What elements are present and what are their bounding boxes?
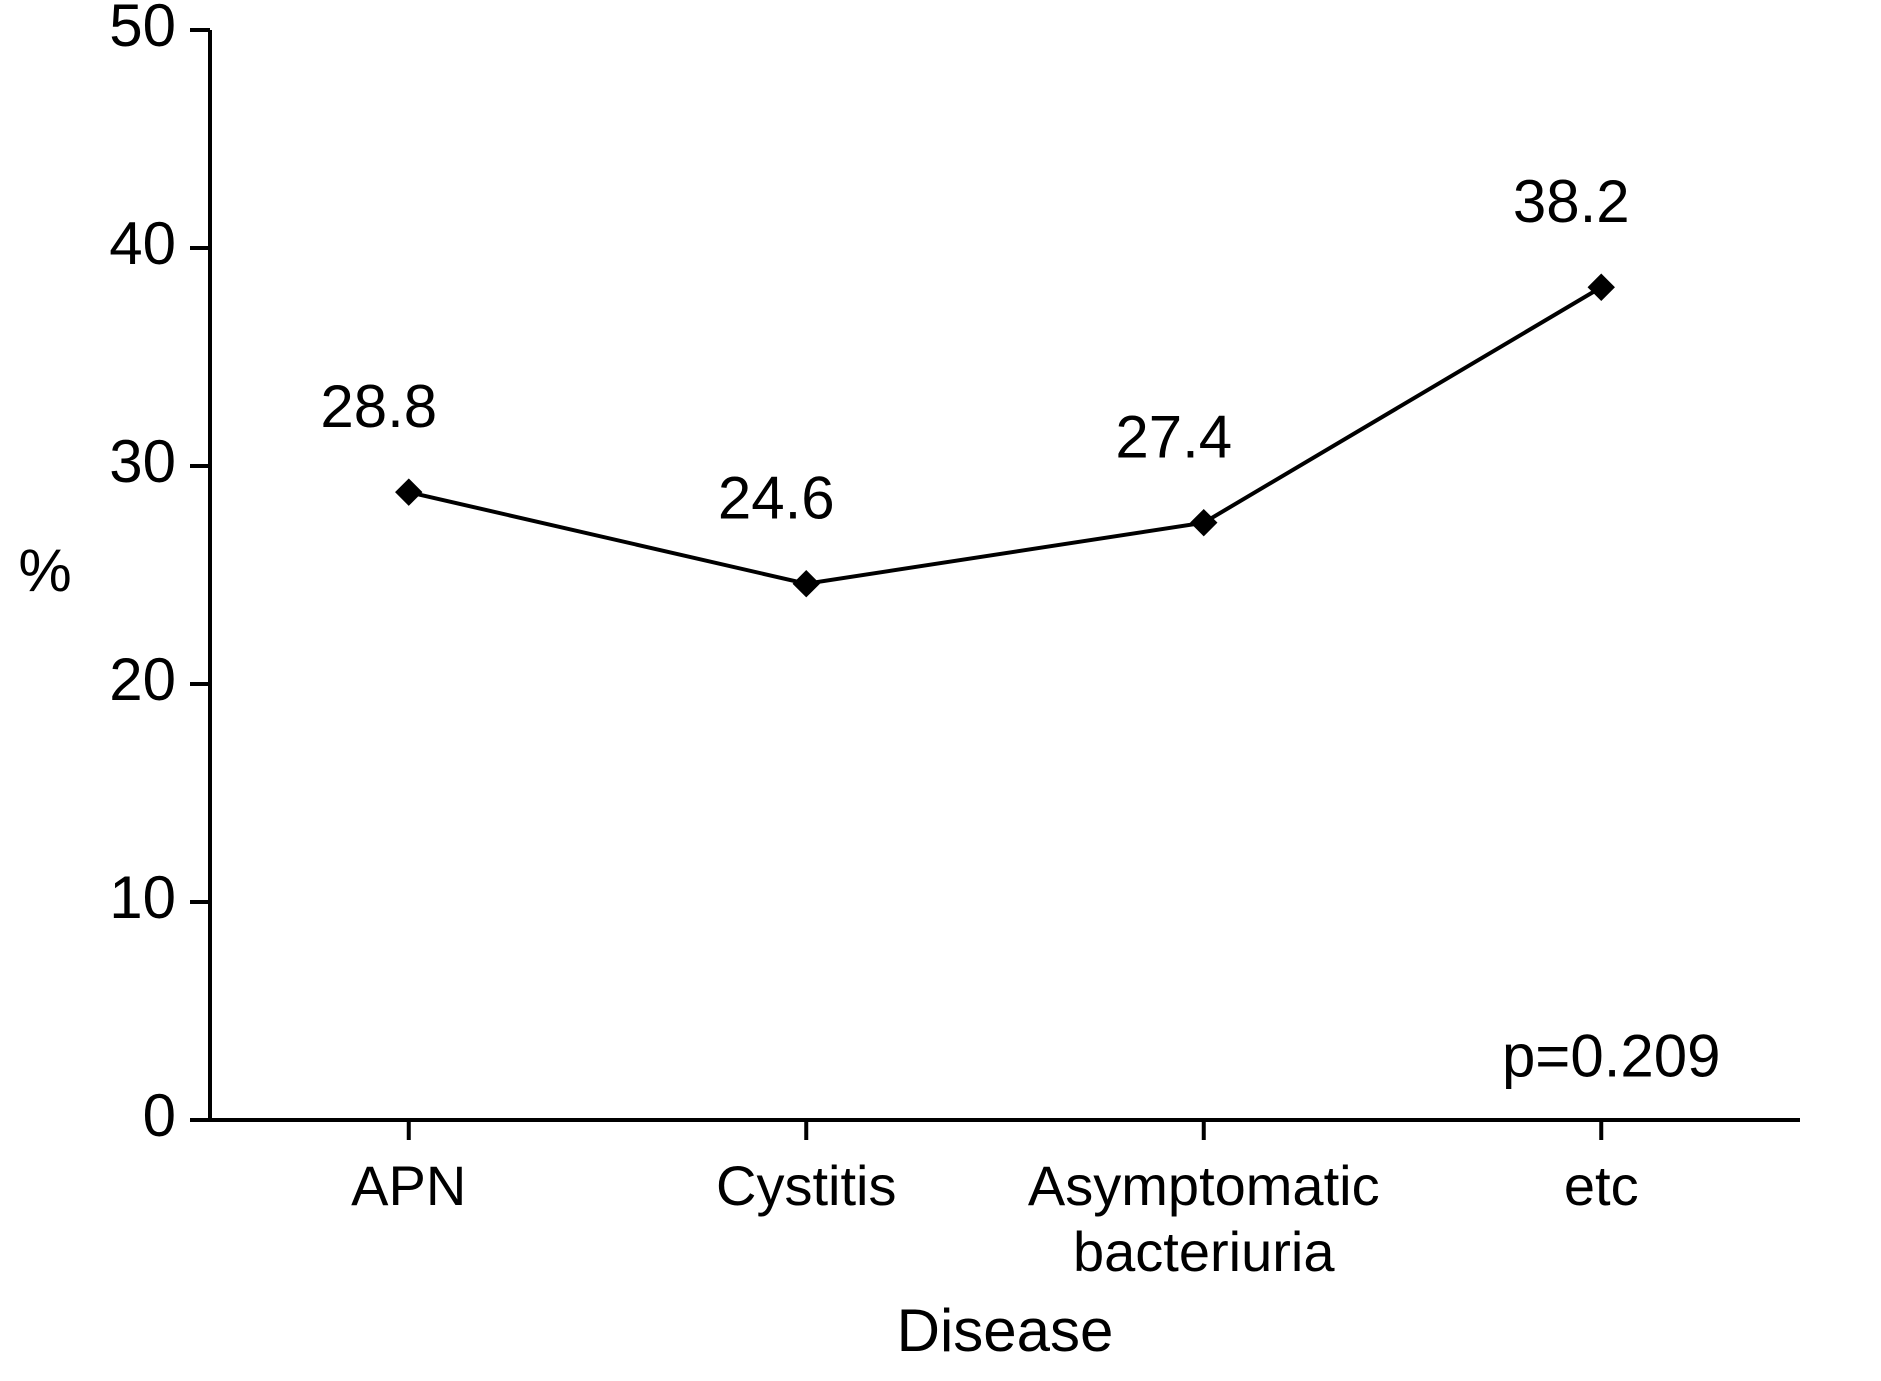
y-tick-label: 30 [109,428,176,495]
x-category-label: etc [1564,1154,1639,1217]
data-marker [793,571,819,597]
data-label: 27.4 [1115,404,1232,471]
data-label: 38.2 [1513,168,1630,235]
series-line [409,287,1602,583]
disease-chart: 0 10 20 30 40 50% APN Cystitis Asymptomaticbacte… [0,0,1881,1381]
y-tick-label: 0 [143,1082,176,1149]
x-category-label: Asymptomatic [1028,1154,1380,1217]
data-marker [1588,274,1614,300]
y-tick-label: 50 [109,0,176,59]
y-tick-label: 10 [109,864,176,931]
x-category-label: Cystitis [716,1154,896,1217]
x-category-label: bacteriuria [1073,1220,1335,1283]
y-tick-label: 20 [109,646,176,713]
data-label: 28.8 [320,373,437,440]
data-marker [1191,510,1217,536]
y-tick-label: 40 [109,210,176,277]
p-value-annotation: p=0.209 [1502,1022,1721,1089]
x-axis-label: Disease [897,1297,1114,1364]
chart-svg: 0 10 20 30 40 50% APN Cystitis Asymptomaticbacte… [0,0,1881,1381]
y-axis-label: % [18,537,71,604]
data-label: 24.6 [718,465,835,532]
data-marker [396,479,422,505]
x-category-label: APN [351,1154,466,1217]
